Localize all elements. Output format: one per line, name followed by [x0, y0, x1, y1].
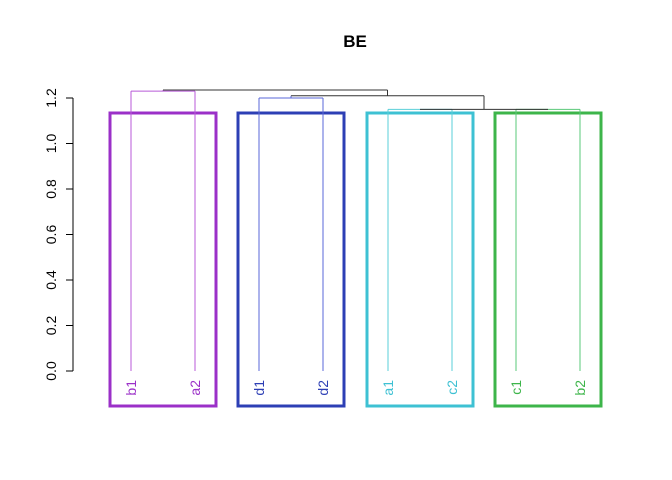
leaf-label-a2: a2 — [187, 380, 203, 396]
leaf-label-d2: d2 — [315, 380, 331, 396]
leaf-label-c1: c1 — [508, 380, 524, 395]
cluster-box — [236, 111, 346, 408]
y-axis: 0.0 0.2 0.4 0.6 0.8 1.0 1.2 — [43, 88, 74, 381]
leaf-labels: b1 a2 d1 d2 a1 c2 c1 b2 — [123, 380, 588, 396]
y-tick-label: 0.0 — [43, 361, 59, 381]
chart-title: BE — [343, 32, 367, 51]
y-tick-label: 0.2 — [43, 316, 59, 336]
y-tick-label: 0.4 — [43, 270, 59, 290]
y-tick-label: 1.2 — [43, 88, 59, 108]
cluster-box — [108, 111, 218, 408]
cluster-box — [493, 111, 603, 408]
leaf-label-d1: d1 — [251, 380, 267, 396]
dendrogram-lines — [130, 89, 581, 371]
leaf-label-b2: b2 — [572, 380, 588, 396]
cluster-box — [365, 111, 475, 408]
leaf-label-a1: a1 — [380, 380, 396, 396]
leaf-label-b1: b1 — [123, 380, 139, 396]
leaf-label-c2: c2 — [444, 380, 460, 395]
y-tick-label: 1.0 — [43, 134, 59, 154]
cluster-boxes — [108, 111, 603, 408]
y-tick-label: 0.8 — [43, 179, 59, 199]
y-tick-label: 0.6 — [43, 225, 59, 245]
